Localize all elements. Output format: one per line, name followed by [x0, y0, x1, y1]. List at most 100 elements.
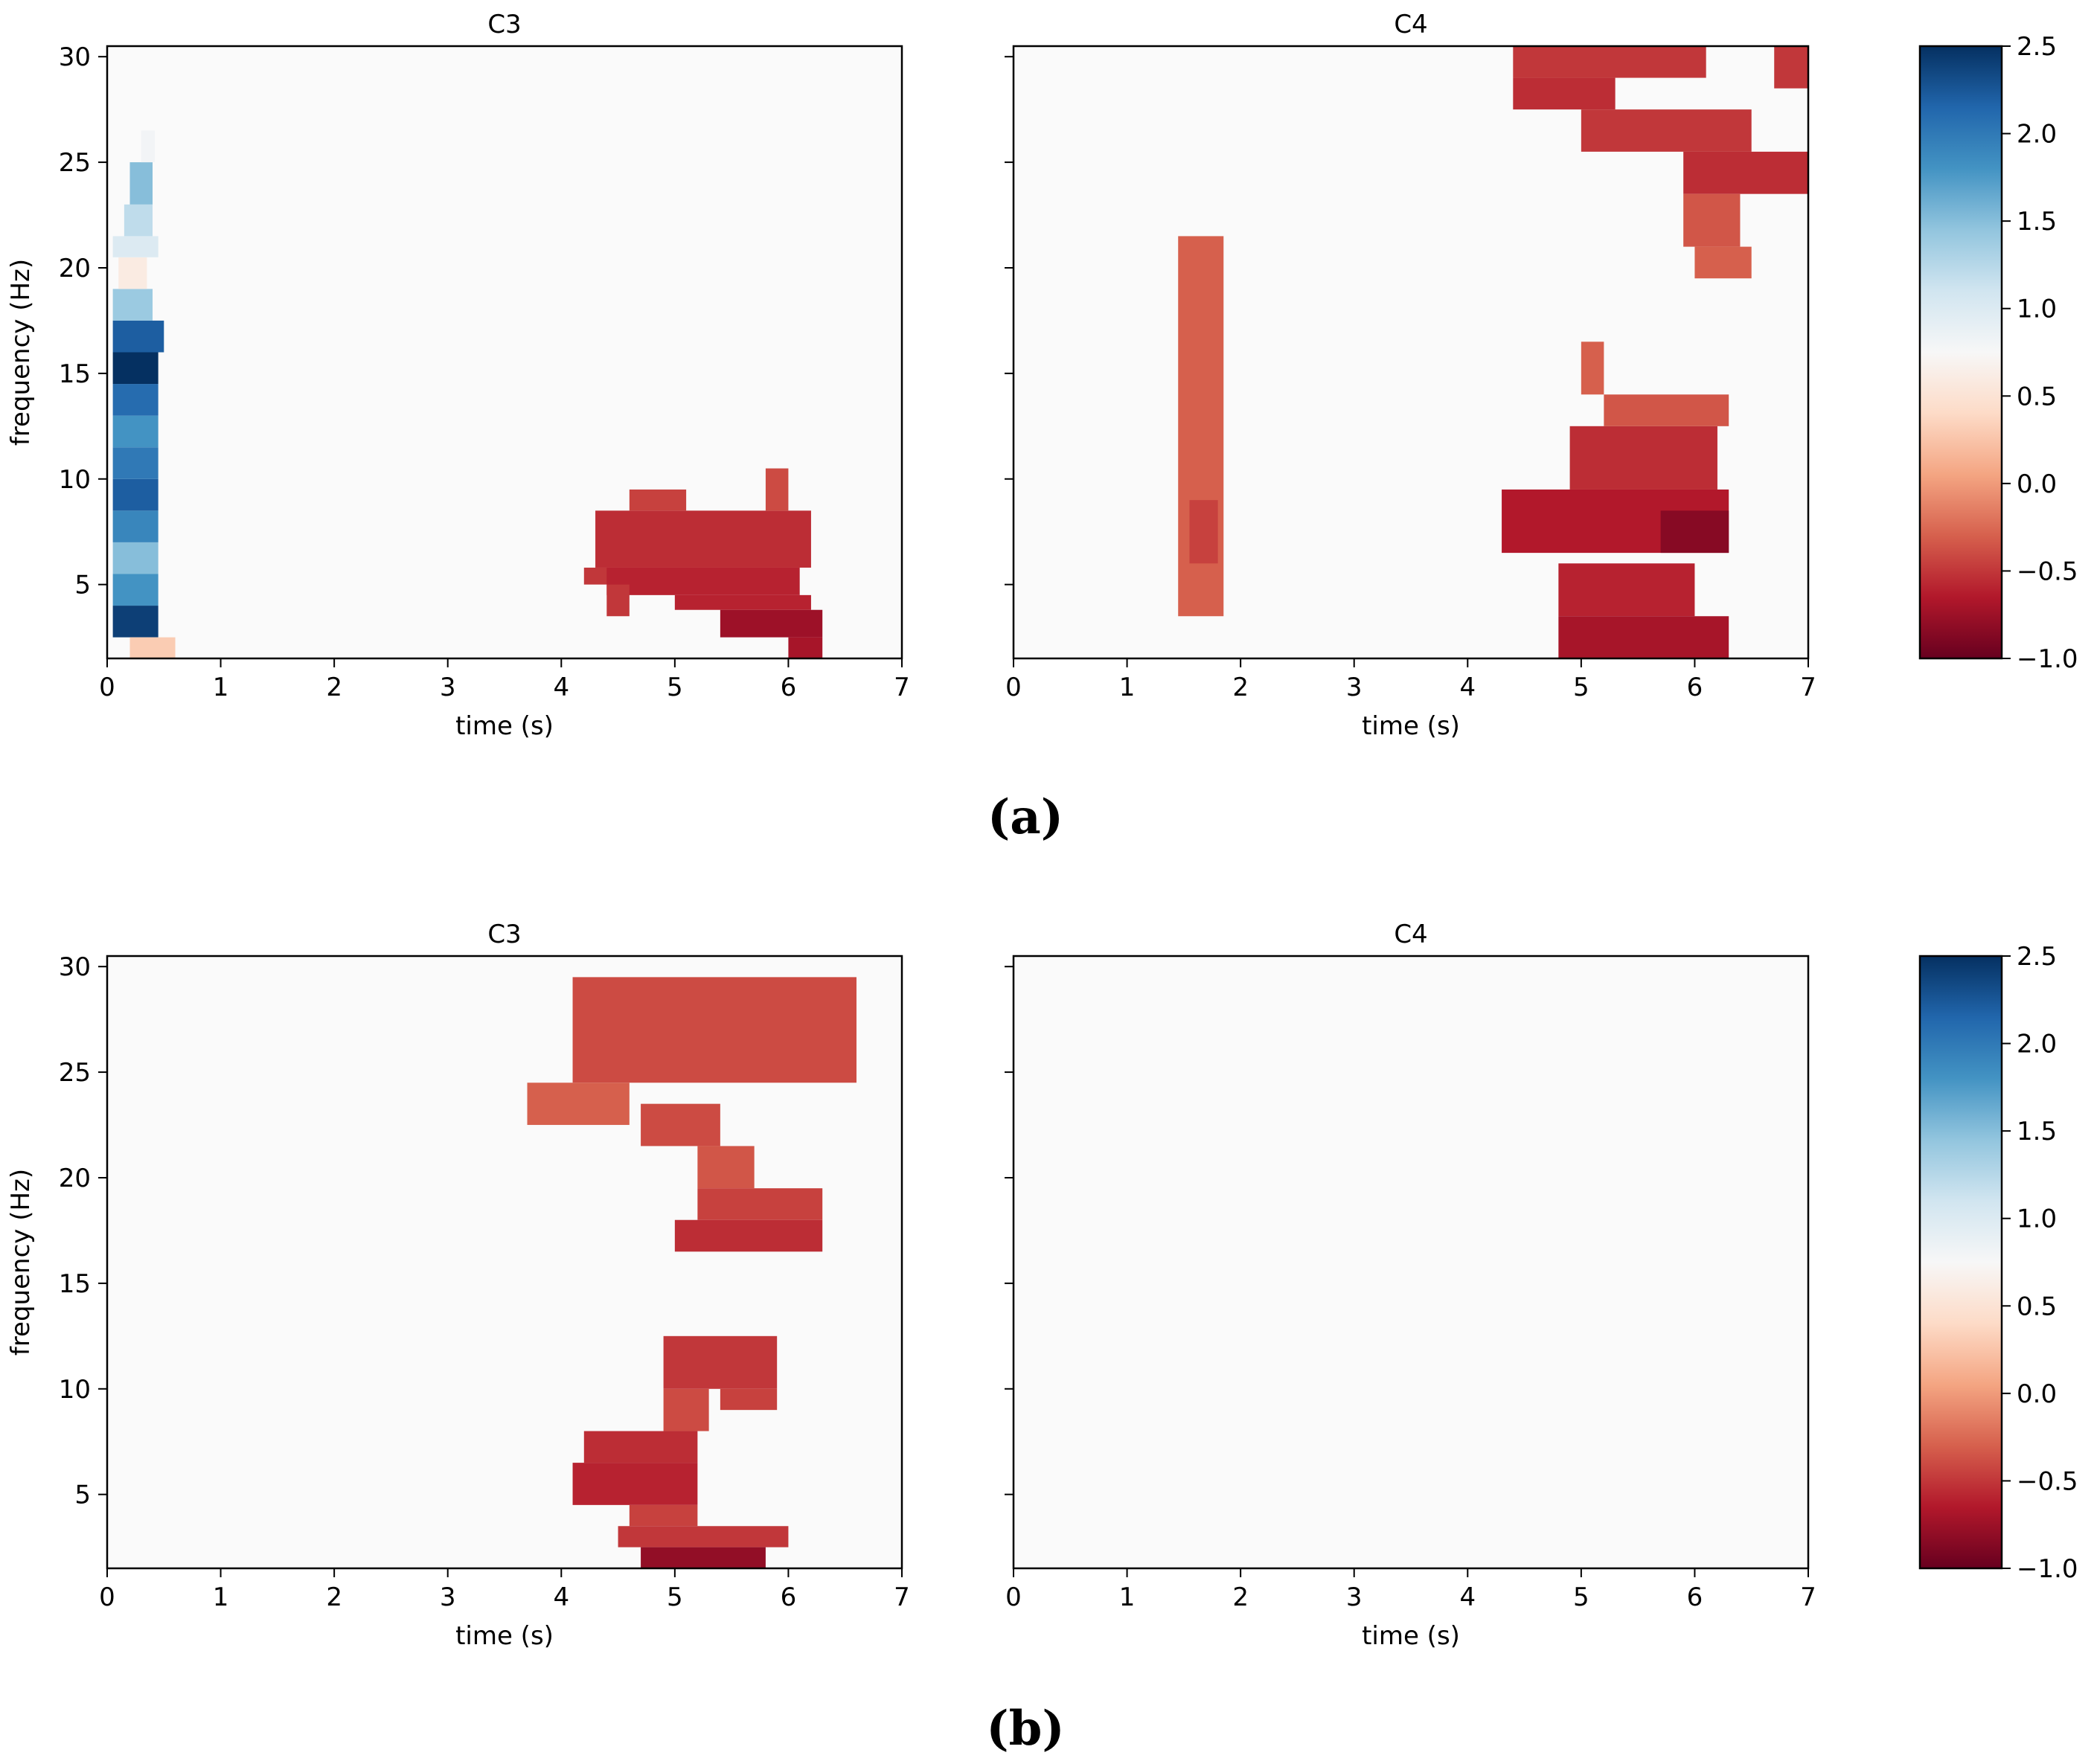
heatmap-cell: [1513, 46, 1706, 78]
heatmap-cell: [765, 468, 789, 511]
heatmap-cell: [112, 236, 159, 257]
heatmap-cell: [674, 594, 811, 610]
x-tick-label: 1: [1119, 1582, 1136, 1612]
y-axis-label: frequency (Hz): [6, 1169, 36, 1356]
heatmap-cell: [663, 1388, 709, 1431]
y-tick-label: 25: [59, 1058, 91, 1088]
x-tick-label: 6: [1687, 673, 1703, 702]
heatmap-cells: [1178, 46, 1808, 658]
x-tick-label: 7: [1800, 673, 1816, 702]
colorbar-b: −1.0 −0.5 0.0 0.5 1.0 1.5 2.0 2.5: [1918, 942, 2078, 1584]
heatmap-cell: [1189, 500, 1218, 564]
x-tick-label: 1: [213, 1582, 229, 1612]
heatmap-cell: [606, 584, 630, 617]
heatmap-cell: [1694, 246, 1752, 279]
x-tick-label: 3: [1346, 1582, 1363, 1612]
plot-frame: [106, 955, 903, 1570]
colorbar-tick-label: −1.0: [2017, 644, 2078, 674]
x-tick-label: 6: [781, 673, 797, 702]
heatmap-cell: [1683, 193, 1741, 247]
colorbar-frame: [1918, 955, 2003, 1570]
x-tick-label: 7: [894, 673, 910, 702]
y-tick-label: 20: [59, 254, 91, 283]
heatmap-cell: [618, 1526, 789, 1547]
y-axis-label: frequency (Hz): [6, 259, 36, 446]
heatmap-cell: [1558, 563, 1695, 617]
heatmap-b-c4: C4 0 1 2 3 4 5 6 7 time (s): [1005, 920, 1816, 1651]
colorbar-tick-label: 0.0: [2017, 469, 2057, 499]
chart-title: C4: [1394, 920, 1427, 949]
heatmap-cell: [1683, 151, 1808, 194]
colorbar-tick-label: 2.0: [2017, 1030, 2057, 1059]
x-tick-label: 4: [1459, 1582, 1476, 1612]
heatmap-cell: [112, 542, 159, 574]
plot-frame: [1012, 955, 1810, 1570]
heatmap-cell: [641, 1103, 720, 1146]
colorbar-tick-label: −0.5: [2017, 1466, 2078, 1496]
colorbar-tick-label: 2.0: [2017, 120, 2057, 150]
chart-title: C4: [1394, 10, 1427, 39]
y-tick-label: 15: [59, 359, 91, 389]
heatmap-cell: [141, 130, 156, 163]
x-tick-label: 4: [553, 673, 569, 702]
heatmap-cell: [663, 1335, 778, 1389]
colorbar-tick-label: 1.0: [2017, 295, 2057, 324]
panel-label-b: (b): [986, 1701, 1064, 1757]
x-tick-label: 0: [1005, 1582, 1022, 1612]
colorbar-frame: [1918, 45, 2003, 660]
colorbar-tick-label: 1.5: [2017, 207, 2057, 237]
heatmap-cell: [629, 489, 687, 511]
heatmap-cell: [606, 567, 800, 595]
heatmap-cell: [112, 478, 159, 511]
heatmap-cell: [527, 1083, 630, 1126]
heatmap-cell: [1774, 46, 1808, 89]
heatmap-cell: [124, 204, 153, 237]
y-tick-label: 5: [74, 571, 91, 600]
x-tick-label: 2: [1232, 1582, 1249, 1612]
x-tick-label: 0: [99, 1582, 115, 1612]
plot-area: [1014, 956, 1808, 1568]
x-axis-label: time (s): [1362, 711, 1460, 741]
x-tick-label: 5: [1573, 673, 1589, 702]
x-tick-label: 4: [1459, 673, 1476, 702]
x-tick-label: 7: [1800, 1582, 1816, 1612]
heatmap-cell: [641, 1547, 766, 1568]
y-tick-label: 30: [59, 42, 91, 72]
colorbar-a: −1.0 −0.5 0.0 0.5 1.0 1.5 2.0 2.5: [1918, 32, 2078, 674]
heatmap-b-c3: C3 0 1 2 3 4 5 6 7 time (s) 5 10 15 20 25 30 frequency (…: [6, 920, 910, 1651]
x-tick-label: 2: [1232, 673, 1249, 702]
heatmap-cell: [572, 977, 857, 1083]
x-tick-label: 6: [1687, 1582, 1703, 1612]
heatmap-cell: [788, 637, 823, 658]
heatmap-cells: [527, 977, 857, 1568]
x-tick-label: 0: [1005, 673, 1022, 702]
colorbar-tick-label: 2.5: [2017, 32, 2057, 62]
x-axis-label: time (s): [455, 711, 554, 741]
x-tick-label: 3: [1346, 673, 1363, 702]
colorbar-gradient: [1920, 956, 2002, 1568]
heatmap-cell: [720, 609, 823, 638]
y-tick-label: 15: [59, 1269, 91, 1299]
x-tick-label: 5: [667, 1582, 683, 1612]
x-tick-label: 0: [99, 673, 115, 702]
heatmap-cell: [112, 352, 159, 385]
heatmap-cell: [1569, 426, 1717, 490]
x-tick-label: 5: [1573, 1582, 1589, 1612]
heatmap-cell: [129, 162, 153, 205]
heatmap-cell: [720, 1388, 778, 1411]
heatmap-cell: [1581, 341, 1604, 395]
x-tick-label: 3: [440, 673, 456, 702]
y-tick-label: 25: [59, 148, 91, 178]
colorbar-tick-label: −1.0: [2017, 1554, 2078, 1584]
heatmap-cell: [129, 637, 176, 658]
heatmap-a-c4: C4 0 1 2 3 4 5 6 7 time (s): [1005, 10, 1816, 741]
heatmap-a-c3: C3 0 1 2 3 4 5 6 7 time (s) 5 10 15 20 25 30 frequency (…: [6, 10, 910, 741]
y-tick-label: 10: [59, 465, 91, 495]
y-tick-label: 5: [74, 1481, 91, 1510]
heatmap-cell: [112, 289, 153, 321]
heatmap-cell: [112, 384, 159, 416]
colorbar-tick-label: 2.5: [2017, 942, 2057, 972]
heatmap-cell: [1581, 109, 1752, 152]
panel-label-a: (a): [987, 789, 1063, 845]
x-tick-label: 1: [1119, 673, 1136, 702]
